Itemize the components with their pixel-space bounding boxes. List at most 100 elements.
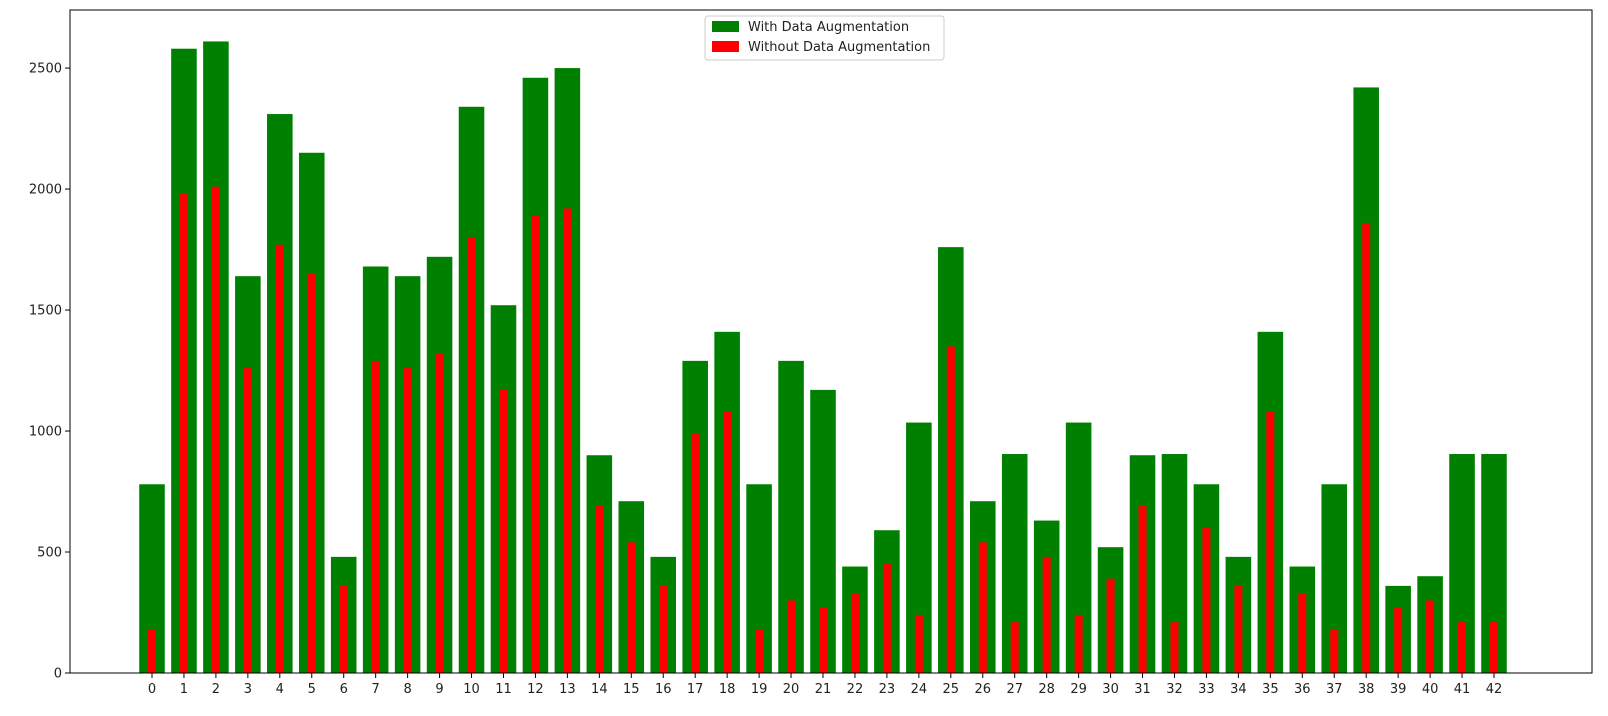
bar-without-augmentation-38 [1362,222,1371,673]
x-tick-label-26: 26 [974,682,991,697]
x-tick-label-24: 24 [911,682,928,697]
bar-without-augmentation-4 [275,244,284,674]
x-tick-label-40: 40 [1422,682,1439,697]
bar-without-augmentation-25 [946,346,955,673]
x-tick-label-28: 28 [1038,682,1055,697]
x-tick-label-14: 14 [591,682,608,697]
x-tick-label-41: 41 [1454,682,1471,697]
x-tick-label-12: 12 [527,682,544,697]
bar-without-augmentation-19 [755,629,764,673]
y-axis: 0 500 1000 1500 2000 2500 [29,62,70,682]
bar-without-augmentation-7 [371,360,380,673]
bar-without-augmentation-36 [1298,593,1307,673]
x-tick-label-13: 13 [559,682,576,697]
bar-without-augmentation-20 [787,600,796,673]
bar-without-augmentation-8 [403,368,412,673]
x-tick-label-31: 31 [1134,682,1151,697]
x-tick-label-30: 30 [1102,682,1119,697]
legend-label-without-augmentation: Without Data Augmentation [748,40,930,55]
bar-without-augmentation-33 [1202,527,1211,673]
bar-without-augmentation-27 [1010,622,1019,673]
bar-without-augmentation-29 [1074,614,1083,673]
legend-box [704,15,945,61]
x-tick-label-8: 8 [403,682,411,697]
x-tick-label-39: 39 [1390,682,1407,697]
x-tick-label-21: 21 [815,682,832,697]
x-tick-label-19: 19 [751,682,768,697]
x-tick-label-23: 23 [879,682,896,697]
y-tick-label-500: 500 [37,546,62,561]
x-tick-label-20: 20 [783,682,800,697]
x-tick-label-0: 0 [148,682,156,697]
x-tick-label-5: 5 [308,682,316,697]
bar-without-augmentation-23 [882,564,891,673]
legend-swatch-without-augmentation [712,41,739,52]
legend: With Data Augmentation Without Data Augm… [704,15,945,61]
y-tick-label-2000: 2000 [29,183,62,198]
bar-without-augmentation-24 [914,614,923,673]
x-tick-label-34: 34 [1230,682,1247,697]
x-tick-label-15: 15 [623,682,640,697]
x-tick-label-36: 36 [1294,682,1311,697]
x-tick-label-2: 2 [212,682,220,697]
bar-without-augmentation-35 [1266,411,1275,673]
bar-without-augmentation-5 [307,273,316,673]
bar-without-augmentation-6 [339,585,348,673]
bar-without-augmentation-28 [1042,556,1051,673]
bar-without-augmentation-17 [691,433,700,673]
bar-without-augmentation-41 [1458,622,1467,673]
x-tick-label-27: 27 [1006,682,1023,697]
x-tick-label-33: 33 [1198,682,1215,697]
x-tick-label-7: 7 [372,682,380,697]
x-tick-label-35: 35 [1262,682,1279,697]
x-tick-label-4: 4 [276,682,284,697]
bar-without-augmentation-2 [211,186,220,674]
x-tick-label-11: 11 [495,682,512,697]
x-tick-label-10: 10 [463,682,480,697]
x-tick-label-32: 32 [1166,682,1183,697]
bar-without-augmentation-11 [499,389,508,673]
y-tick-label-0: 0 [54,667,62,682]
bar-without-augmentation-31 [1138,506,1147,673]
x-tick-label-6: 6 [340,682,348,697]
y-tick-label-1000: 1000 [29,425,62,440]
y-tick-label-1500: 1500 [29,304,62,319]
x-tick-label-16: 16 [655,682,672,697]
bar-without-augmentation-22 [850,593,859,673]
bar-without-augmentation-21 [819,607,827,673]
bar-without-augmentation-40 [1426,600,1435,673]
x-tick-label-9: 9 [435,682,443,697]
x-tick-label-42: 42 [1486,682,1503,697]
legend-swatch-with-augmentation [712,21,739,32]
bar-without-augmentation-42 [1490,622,1498,673]
bar-without-augmentation-3 [243,368,252,673]
x-tick-label-38: 38 [1358,682,1375,697]
plot-frame [69,9,1593,674]
bar-without-augmentation-34 [1234,585,1243,673]
legend-label-with-augmentation: With Data Augmentation [748,20,909,35]
x-tick-label-17: 17 [687,682,704,697]
bar-without-augmentation-12 [531,215,540,674]
bar-without-augmentation-10 [467,237,476,673]
bars-layer [139,41,1507,674]
bar-without-augmentation-9 [435,353,444,673]
x-tick-label-37: 37 [1326,682,1343,697]
bar-without-augmentation-1 [179,193,188,673]
bar-without-augmentation-18 [723,411,732,673]
bar-without-augmentation-39 [1394,607,1403,673]
x-tick-label-25: 25 [943,682,960,697]
x-axis: 0 1 2 3 4 5 6 7 8 9 10 11 12 13 14 15 16 17 18 19 20 21 22 23 24… [148,673,1502,697]
bar-without-augmentation-26 [978,542,987,673]
bar-without-augmentation-15 [627,542,636,673]
bar-without-augmentation-16 [659,585,668,673]
x-tick-label-18: 18 [719,682,736,697]
x-tick-label-22: 22 [847,682,864,697]
bar-without-augmentation-0 [148,629,156,673]
x-tick-label-1: 1 [180,682,188,697]
x-tick-label-29: 29 [1070,682,1087,697]
y-tick-label-2500: 2500 [29,62,62,77]
bar-without-augmentation-30 [1106,578,1115,673]
bar-without-augmentation-13 [563,208,572,673]
bar-without-augmentation-32 [1170,622,1179,673]
